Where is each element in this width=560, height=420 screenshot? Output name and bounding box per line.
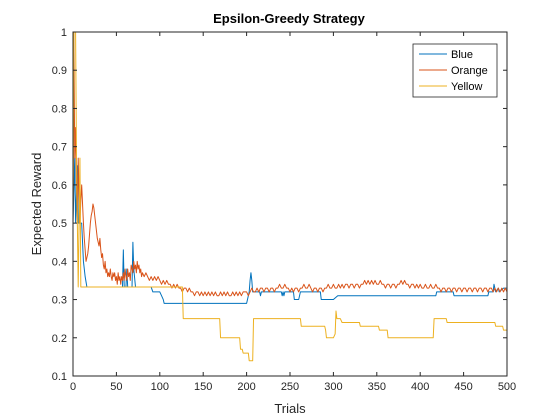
y-tick-label: 1	[61, 27, 67, 39]
y-tick-label: 0.2	[52, 333, 67, 345]
x-tick-label: 150	[194, 381, 212, 393]
y-tick-label: 0.3	[52, 295, 67, 307]
y-tick-label: 0.7	[52, 142, 67, 154]
series-line-yellow	[73, 32, 507, 362]
x-tick-label: 0	[70, 381, 76, 393]
x-tick-label: 200	[237, 381, 255, 393]
x-tick-label: 500	[498, 381, 516, 393]
y-tick-label: 0.8	[52, 103, 67, 115]
x-tick-label: 250	[281, 381, 299, 393]
plot-frame	[72, 31, 508, 377]
y-tick-label: 0.1	[52, 371, 67, 383]
x-tick-label: 350	[368, 381, 386, 393]
x-tick-label: 400	[411, 381, 429, 393]
x-tick-label: 450	[454, 381, 472, 393]
legend: Blue Orange Yellow	[412, 43, 498, 98]
y-tick-label: 0.6	[52, 180, 67, 192]
x-tick-label: 50	[110, 381, 122, 393]
series-line-orange	[73, 32, 507, 297]
y-tick-label: 0.9	[52, 65, 67, 77]
x-tick-label: 100	[151, 381, 169, 393]
y-tick-label: 0.5	[52, 218, 67, 230]
legend-label-yellow: Yellow	[451, 81, 482, 93]
y-tick-label: 0.4	[52, 256, 67, 268]
axis-layer: 0 50 100 150 200 250 300 350 400 450 500 0.1 0.2 0.3 0…	[52, 27, 516, 393]
x-axis-label: Trials	[274, 401, 306, 416]
x-tick-label: 300	[324, 381, 342, 393]
y-axis-label: Expected Reward	[29, 153, 44, 256]
chart-title: Epsilon-Greedy Strategy	[213, 11, 365, 26]
series-layer	[73, 32, 507, 362]
legend-label-blue: Blue	[451, 49, 473, 61]
legend-label-orange: Orange	[451, 65, 488, 77]
